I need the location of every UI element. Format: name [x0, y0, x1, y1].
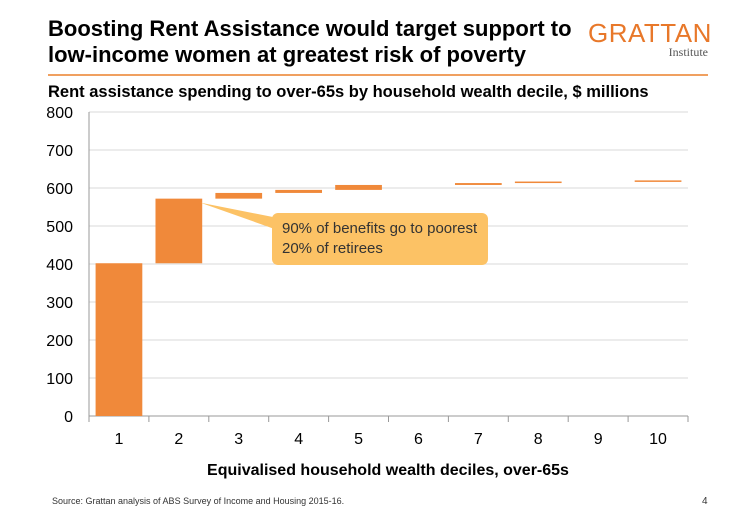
chart-title: Rent assistance spending to over-65s by … — [48, 83, 649, 101]
y-tick-label: 700 — [46, 143, 73, 160]
y-tick-label: 800 — [46, 105, 73, 122]
bar — [95, 263, 143, 416]
bar — [155, 198, 203, 264]
grattan-logo: GRATTAN Institute — [588, 18, 712, 59]
slide-title: Boosting Rent Assistance would target su… — [48, 16, 572, 67]
x-tick-label: 3 — [234, 431, 243, 448]
logo-subtitle: Institute — [668, 45, 708, 59]
y-tick-label: 400 — [46, 257, 73, 274]
x-tick-label: 2 — [174, 431, 183, 448]
x-tick-label: 10 — [649, 431, 667, 448]
y-tick-label: 200 — [46, 333, 73, 350]
x-tick-label: 1 — [114, 431, 123, 448]
x-tick-label: 4 — [294, 431, 303, 448]
y-tick-label: 600 — [46, 181, 73, 198]
callout-pointer — [200, 202, 300, 238]
x-tick-label: 5 — [354, 431, 363, 448]
x-tick-label: 9 — [594, 431, 603, 448]
source-note: Source: Grattan analysis of ABS Survey o… — [52, 496, 345, 506]
bar — [454, 183, 502, 185]
bar — [275, 189, 323, 193]
x-tick-label: 7 — [474, 431, 483, 448]
page-number: 4 — [702, 496, 708, 507]
x-tick-label: 6 — [414, 431, 423, 448]
y-tick-label: 300 — [46, 295, 73, 312]
bar — [634, 180, 682, 182]
y-tick-label: 500 — [46, 219, 73, 236]
y-tick-label: 0 — [64, 409, 73, 426]
bar — [335, 184, 382, 190]
callout-annotation: 90% of benefits go to poorest 20% of ret… — [272, 213, 488, 265]
bar — [215, 192, 263, 199]
x-axis-label: Equivalised household wealth deciles, ov… — [207, 462, 569, 479]
bar — [514, 181, 562, 184]
y-tick-label: 100 — [46, 371, 73, 388]
x-tick-label: 8 — [534, 431, 543, 448]
logo-name: GRATTAN — [588, 18, 712, 48]
title-divider — [48, 74, 708, 76]
